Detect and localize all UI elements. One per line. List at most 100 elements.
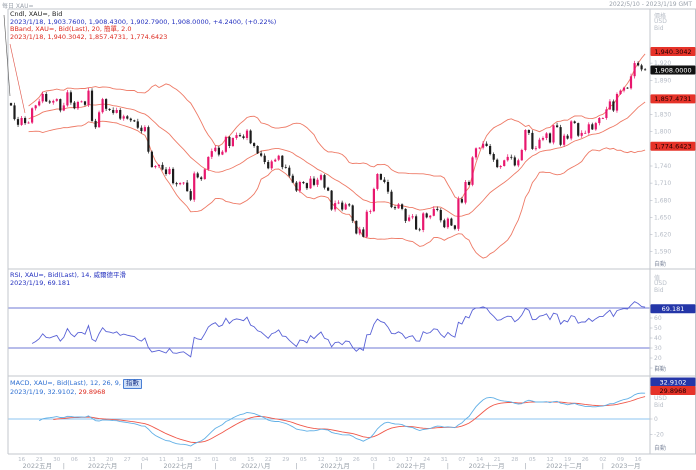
candle-body [76,102,79,109]
candle-body [274,159,277,162]
axis-tick-label: 1,710 [654,180,671,187]
xaxis-month-label: 2022九月 [320,461,350,470]
candle-body [386,182,390,192]
candle-body [66,92,69,106]
xaxis-day-label: 23 [36,457,43,463]
candle-body [9,103,13,106]
candle-body [182,182,185,184]
xaxis-day-label: 27 [124,457,131,463]
xaxis-month-separator: | [373,462,375,470]
candle-body [580,132,583,136]
candle-body [615,94,619,111]
candle-body [372,188,375,212]
candle-body [362,229,365,237]
axis-tick-label: 50 [654,325,662,332]
xaxis-day-label: 14 [476,457,483,463]
candle-body [464,182,467,203]
candle-body [253,143,256,146]
candle-body [397,204,400,209]
rsi-axis-auto-label[interactable]: 自動 [654,366,667,373]
candle-body [83,101,87,105]
xaxis-month-separator: | [295,462,297,470]
rsi-axis-currency-label: USD [654,280,667,287]
candle-body [196,173,199,178]
xaxis-day-label: 11 [159,457,166,463]
xaxis-month-label: 2022十月 [396,461,426,470]
candle-body [27,122,30,124]
price-badge-text: 1,908.0000 [654,66,691,74]
candle-body [105,99,108,109]
candle-body [69,92,72,103]
candle-body [94,120,97,128]
candle-body [316,179,319,185]
date-range: 2022/5/10 - 2023/1/19 GMT [609,1,692,8]
rsi-legend: RSI, XAU=, Bid(Last), 14, 威爾德平滑 2023/1/1… [10,271,126,287]
candle-body [98,112,101,128]
candle-body [203,169,206,180]
candle-body [446,218,449,228]
candle-body [55,99,58,101]
price-axis-side-label: Bid [654,25,664,32]
axis-tick-label: 1,800 [654,129,671,136]
candle-body [457,199,460,229]
xaxis-day-label: 09 [617,457,624,463]
candle-body [24,118,27,124]
candle-body [591,124,594,130]
bband-legend-leader [9,43,26,114]
axis-tick-label: 20 [654,355,662,362]
candle-body [376,174,379,189]
candle-body [193,173,196,200]
candle-body [20,118,23,125]
candle-body [140,127,143,132]
candle-body [570,121,573,139]
xaxis-month-label: 2022五月 [23,462,53,470]
candle-body [605,109,608,118]
xaxis-month-separator: | [447,462,449,470]
candle-body [556,125,559,128]
macd-ma-type-selector[interactable]: 指數 [123,379,142,389]
price-axis-currency-label: USD [654,18,667,25]
xaxis-day-label: 19 [564,457,571,463]
price-badge [650,94,696,104]
candle-body [235,135,238,138]
candle-body [305,183,308,189]
candle-body [242,136,245,138]
candle-body [422,213,425,230]
candle-body [214,147,217,152]
candle-body [52,100,55,103]
xaxis-day-label: 12 [318,457,325,463]
candle-body [147,127,150,152]
xaxis-day-label: 17 [406,457,413,463]
xaxis-month-label: 2022六月 [88,461,118,470]
candle-body [337,202,340,204]
axis-tick-label: 1,830 [654,112,671,119]
xaxis-day-label: 05 [300,457,307,463]
xaxis-day-label: 24 [423,457,430,463]
rsi-badge [650,304,696,314]
candle-body [383,179,386,182]
candle-body [348,204,351,206]
candle-body [496,159,499,168]
macd-signal-badge-text: 29.8968 [660,387,687,395]
candle-body [277,155,280,160]
candle-body [510,156,513,158]
candle-body [351,205,354,221]
candle-body [644,69,647,71]
axis-tick-label: 10 [654,365,662,372]
price-axis-auto-label[interactable]: 自動 [654,261,667,268]
candle-body [309,178,312,189]
candle-body [327,187,330,191]
axis-tick-label: 1,680 [654,197,671,204]
axis-tick-label: 30 [654,345,662,352]
candle-body [524,130,527,150]
candle-body [48,101,51,103]
price-badge [650,47,696,56]
bollinger-band-line [28,101,646,217]
candle-body [598,118,601,124]
candle-body [186,182,189,192]
xaxis-month-label: 2022八月 [241,462,271,470]
candle-body [619,90,622,94]
macd-axis-auto-label[interactable]: 自動 [654,445,667,452]
